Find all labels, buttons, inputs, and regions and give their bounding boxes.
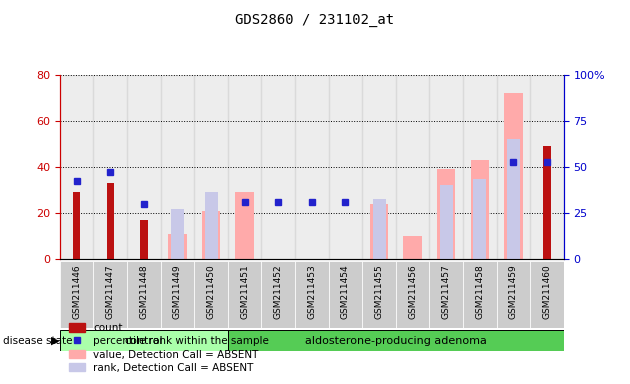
Bar: [530, 75, 564, 259]
Bar: [295, 75, 329, 259]
Bar: [295, 261, 329, 328]
Text: GSM211447: GSM211447: [106, 265, 115, 319]
Bar: [127, 261, 161, 328]
Bar: [194, 75, 228, 259]
Bar: [60, 261, 93, 328]
Bar: [504, 93, 523, 259]
Bar: [168, 234, 186, 259]
Bar: [372, 199, 386, 259]
Bar: [396, 261, 430, 328]
Bar: [496, 75, 530, 259]
Bar: [60, 75, 93, 259]
Bar: [161, 261, 194, 328]
Text: GSM211460: GSM211460: [542, 265, 551, 319]
Bar: [430, 75, 463, 259]
Bar: [127, 75, 161, 259]
Bar: [161, 75, 194, 259]
Text: GSM211458: GSM211458: [476, 265, 484, 319]
Bar: [473, 179, 486, 259]
Text: GSM211456: GSM211456: [408, 265, 417, 319]
Bar: [437, 169, 455, 259]
Text: GSM211452: GSM211452: [274, 265, 283, 319]
Text: GSM211446: GSM211446: [72, 265, 81, 319]
Text: GSM211459: GSM211459: [509, 265, 518, 319]
Text: GSM211454: GSM211454: [341, 265, 350, 319]
Bar: [329, 261, 362, 328]
Text: aldosterone-producing adenoma: aldosterone-producing adenoma: [305, 336, 487, 346]
Bar: [171, 209, 184, 259]
Bar: [93, 261, 127, 328]
Bar: [261, 261, 295, 328]
Bar: [228, 261, 261, 328]
Bar: [93, 75, 127, 259]
Bar: [140, 220, 147, 259]
Bar: [396, 75, 430, 259]
Bar: [194, 261, 228, 328]
Text: control: control: [125, 336, 163, 346]
Text: GSM211449: GSM211449: [173, 265, 182, 319]
Bar: [362, 261, 396, 328]
Text: GSM211451: GSM211451: [240, 265, 249, 319]
Bar: [496, 261, 530, 328]
Bar: [463, 75, 496, 259]
Bar: [228, 330, 564, 351]
Bar: [106, 183, 114, 259]
Bar: [228, 75, 261, 259]
Legend: count, percentile rank within the sample, value, Detection Call = ABSENT, rank, : count, percentile rank within the sample…: [65, 319, 273, 377]
Bar: [205, 192, 217, 259]
Bar: [507, 139, 520, 259]
Bar: [530, 261, 564, 328]
Bar: [403, 236, 422, 259]
Bar: [463, 261, 496, 328]
Bar: [370, 204, 388, 259]
Bar: [202, 211, 220, 259]
Bar: [329, 75, 362, 259]
Text: GDS2860 / 231102_at: GDS2860 / 231102_at: [236, 13, 394, 27]
Bar: [430, 261, 463, 328]
Text: ▶: ▶: [51, 336, 60, 346]
Bar: [73, 192, 81, 259]
Text: disease state: disease state: [3, 336, 72, 346]
Bar: [60, 330, 228, 351]
Bar: [440, 185, 453, 259]
Bar: [261, 75, 295, 259]
Text: GSM211453: GSM211453: [307, 265, 316, 319]
Bar: [236, 192, 254, 259]
Bar: [543, 146, 551, 259]
Bar: [362, 75, 396, 259]
Text: GSM211455: GSM211455: [375, 265, 384, 319]
Text: GSM211450: GSM211450: [207, 265, 215, 319]
Text: GSM211448: GSM211448: [139, 265, 148, 319]
Bar: [471, 160, 489, 259]
Text: GSM211457: GSM211457: [442, 265, 450, 319]
